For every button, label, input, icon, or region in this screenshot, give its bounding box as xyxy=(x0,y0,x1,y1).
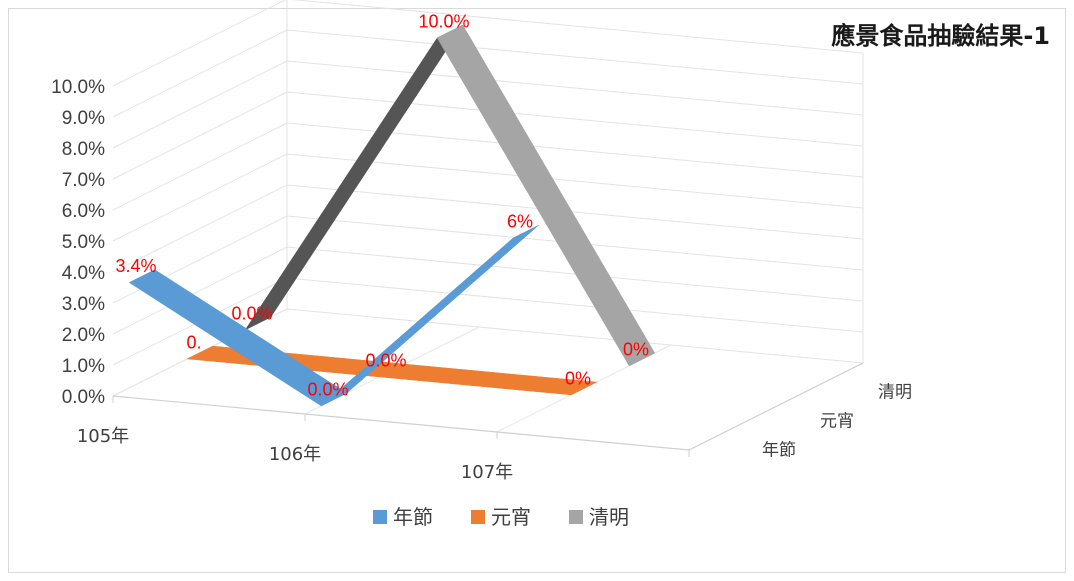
data-label: 0% xyxy=(623,340,649,360)
y-tick-label: 2.0% xyxy=(62,325,105,346)
data-label: 0.0% xyxy=(307,380,348,400)
y-gridline xyxy=(112,0,864,87)
y-tick-label: 4.0% xyxy=(62,263,105,284)
ribbon-segment xyxy=(436,24,656,367)
y-tick-label: 3.0% xyxy=(62,294,105,315)
legend-label: 清明 xyxy=(589,505,629,529)
y-tick-label: 8.0% xyxy=(62,139,105,160)
depth-tick-label: 清明 xyxy=(878,383,912,403)
y-gridline xyxy=(112,122,864,211)
y-tick-label: 0.0% xyxy=(62,387,105,408)
depth-tick-label: 年節 xyxy=(762,441,796,461)
x-tick-label: 106年 xyxy=(269,444,321,465)
legend-label: 元宵 xyxy=(491,505,531,529)
y-tick-label: 5.0% xyxy=(62,232,105,253)
series-清明 xyxy=(244,24,656,367)
x-axis-line xyxy=(112,395,690,451)
legend-label: 年節 xyxy=(393,505,433,529)
series-layer xyxy=(128,24,656,407)
label-layer: 3.4% 0.0% 6% 0. 0.0% 0% 0.0% 10.0% 0% xyxy=(115,12,649,400)
ribbon-segment xyxy=(321,224,539,407)
depth-axis-line xyxy=(688,362,864,451)
series-年節 xyxy=(128,224,539,407)
x-tick-label: 107年 xyxy=(461,462,513,483)
depth-tick-label: 元宵 xyxy=(820,412,854,432)
y-gridline xyxy=(112,184,864,273)
axis-layer: 0.0%1.0%2.0%3.0%4.0%5.0%6.0%7.0%8.0%9.0%… xyxy=(51,77,912,483)
x-tick-label: 105年 xyxy=(77,426,129,447)
y-tick-label: 7.0% xyxy=(62,170,105,191)
y-tick-label: 10.0% xyxy=(51,77,105,98)
data-label: 0. xyxy=(186,333,201,353)
y-gridline xyxy=(112,153,864,242)
ribbon-segment xyxy=(378,363,598,396)
legend: 年節 元宵 清明 xyxy=(373,505,629,529)
y-tick-label: 1.0% xyxy=(62,356,105,377)
data-label: 0.0% xyxy=(365,351,406,371)
data-label: 3.4% xyxy=(115,256,156,276)
y-gridline xyxy=(112,215,864,304)
legend-swatch xyxy=(373,510,387,524)
chart-title: 應景食品抽驗結果-1 xyxy=(831,22,1050,50)
y-tick-label: 6.0% xyxy=(62,201,105,222)
data-label: 0% xyxy=(565,369,591,389)
y-tick-label: 9.0% xyxy=(62,108,105,129)
legend-swatch xyxy=(569,510,583,524)
data-label: 6% xyxy=(507,212,533,232)
data-label: 0.0% xyxy=(231,304,272,324)
legend-swatch xyxy=(471,510,485,524)
data-label: 10.0% xyxy=(418,12,469,32)
